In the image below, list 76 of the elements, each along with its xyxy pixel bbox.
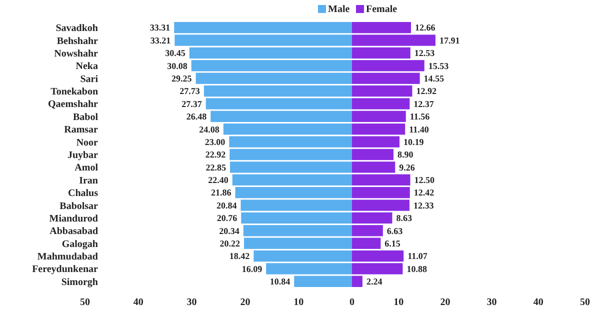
data-label: 23.00: [204, 136, 226, 147]
data-label: 12.53: [414, 48, 436, 58]
data-label: 22.92: [205, 150, 226, 160]
x-tick-label: 20: [440, 297, 450, 308]
data-label: 22.85: [206, 162, 226, 172]
data-label: 30.08: [167, 60, 188, 71]
data-label: 29.25: [172, 74, 192, 84]
data-label: 8.90: [397, 150, 414, 160]
data-label: 26.48: [186, 112, 208, 122]
x-tick-label: 30: [486, 297, 497, 308]
y-tick-label: Babolsar: [60, 200, 99, 212]
y-tick-label: Amol: [74, 162, 98, 174]
data-label: 17.91: [439, 35, 460, 46]
x-tick-label: 10: [394, 297, 404, 308]
data-label: 6.15: [384, 238, 401, 248]
legend-label: Male: [328, 4, 350, 15]
data-label: 12.33: [413, 200, 434, 210]
x-tick-label: 10: [294, 297, 304, 308]
data-label: 27.73: [180, 86, 200, 96]
data-label: 18.42: [229, 251, 250, 262]
x-tick-label: 20: [240, 297, 250, 308]
y-tick-label: Noor: [76, 137, 99, 148]
y-tick-label: Galogah: [62, 238, 98, 250]
data-label: 2.24: [366, 276, 383, 287]
data-label: 15.53: [428, 60, 450, 71]
data-label: 30.45: [165, 48, 186, 58]
data-label: 12.42: [414, 188, 435, 198]
y-tick-label: Juybar: [67, 150, 99, 161]
data-label: 27.37: [182, 98, 202, 109]
data-label: 16.09: [242, 264, 263, 274]
data-label: 20.76: [216, 213, 238, 224]
y-tick-label: Babol: [72, 112, 98, 123]
y-tick-label: Tonekabon: [50, 86, 98, 98]
y-tick-label: Savadkoh: [56, 23, 98, 34]
y-tick-label: Nowshahr: [54, 48, 99, 60]
data-label: 10.88: [406, 264, 428, 274]
y-tick-label: Qaemshahr: [48, 99, 99, 110]
data-label: 12.66: [414, 22, 436, 33]
y-tick-label: Miandurod: [49, 213, 98, 224]
data-label: 20.84: [216, 200, 238, 210]
x-tick-label: 30: [186, 297, 197, 308]
data-label: 11.07: [408, 251, 428, 262]
data-label: 21.86: [211, 188, 232, 198]
x-tick-label: 40: [533, 297, 544, 308]
y-tick-label: Mahmudabad: [37, 252, 98, 263]
x-tick-label: 0: [350, 297, 354, 308]
legend-label: Female: [366, 4, 398, 15]
data-label: 14.55: [424, 74, 445, 84]
y-tick-label: Neka: [76, 61, 98, 72]
data-label: 22.40: [208, 175, 229, 186]
data-label: 11.56: [410, 112, 430, 122]
data-label: 12.50: [414, 175, 435, 186]
data-label: 20.34: [219, 226, 240, 236]
data-label: 10.84: [270, 276, 291, 287]
y-tick-label: Sari: [80, 74, 98, 85]
data-label: 11.40: [409, 124, 430, 134]
data-label: 33.31: [150, 22, 171, 33]
x-tick-label: 40: [133, 297, 144, 308]
data-label: 12.92: [416, 86, 437, 96]
data-label: 6.63: [386, 226, 404, 236]
data-label: 10.19: [403, 136, 424, 147]
data-label: 20.22: [220, 238, 241, 248]
x-tick-label: 50: [80, 297, 90, 308]
data-label: 24.08: [199, 124, 220, 134]
y-tick-label: Abbasabad: [50, 226, 98, 238]
y-tick-label: Fereydunkenar: [32, 264, 99, 276]
y-tick-label: Chalus: [68, 188, 98, 200]
y-tick-label: Iran: [79, 175, 98, 186]
y-tick-label: Ramsar: [64, 124, 99, 136]
data-label: 33.21: [150, 35, 172, 46]
data-label: 9.26: [399, 162, 416, 172]
y-tick-label: Behshahr: [56, 36, 99, 47]
data-label: 8.63: [396, 213, 412, 224]
data-label: 12.37: [414, 98, 434, 109]
y-tick-label: Simorgh: [61, 276, 98, 288]
x-tick-label: 50: [580, 297, 590, 308]
